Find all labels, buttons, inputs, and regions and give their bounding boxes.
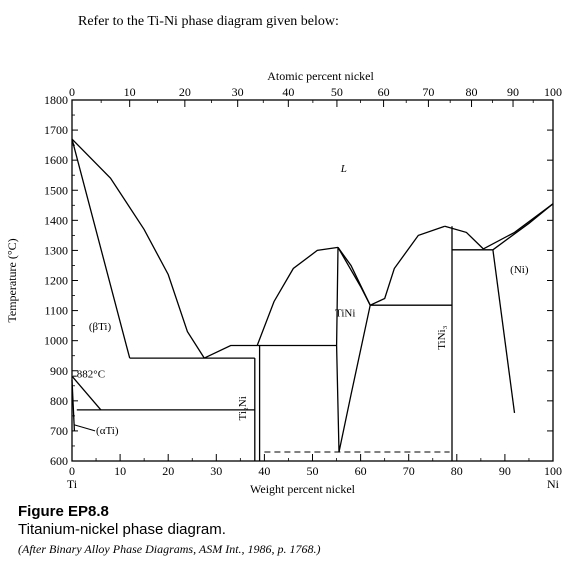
x-tick-label: 50 (307, 464, 319, 478)
label-liquid: L (340, 163, 347, 175)
x2-tick-label: 70 (422, 85, 434, 99)
y-tick-label: 1500 (44, 183, 68, 197)
x2-tick-label: 60 (378, 85, 390, 99)
phase-boundary-line (71, 379, 76, 431)
x-tick-label: 70 (403, 464, 415, 478)
phase-boundary-line (369, 225, 446, 306)
phase-boundary-line (71, 375, 102, 411)
x-tick-label: 60 (355, 464, 367, 478)
axis-ticks (71, 99, 554, 462)
x2-tick-label: 20 (179, 85, 191, 99)
x-tick-label: 0 (69, 464, 75, 478)
x-tick-label: 40 (258, 464, 270, 478)
phase-annotations: L (βTi) 882°C (αTi) (Ni) TiNi Ti₂Ni TiNi₃ (72, 163, 529, 437)
x2-tick-label: 100 (544, 85, 562, 99)
arrow-alpha-ti (74, 424, 96, 432)
label-alpha-ti: (αTi) (96, 425, 119, 437)
y-tick-label: 800 (50, 394, 68, 408)
label-tini3: TiNi₃ (436, 325, 448, 349)
y-axis-title: Temperature (°C) (5, 238, 19, 322)
x2-tick-label: 0 (69, 85, 75, 99)
y-tick-label: 1100 (44, 304, 68, 318)
y-tick-label: 1000 (44, 334, 68, 348)
phase-boundary-line (492, 249, 516, 413)
figure-title: Figure EP8.8 (18, 503, 109, 520)
x-tick-label: 100 (544, 464, 562, 478)
phase-boundary-line (482, 203, 554, 250)
plot-frame (71, 99, 554, 462)
x2-tick-label: 10 (124, 85, 136, 99)
phase-boundary-line (71, 138, 205, 359)
y-tick-label: 1600 (44, 153, 68, 167)
x2-tick-label: 90 (507, 85, 519, 99)
x-tick-label: 90 (499, 464, 511, 478)
phase-boundary-line (204, 344, 258, 359)
y-tick-label: 1200 (44, 274, 68, 288)
x2-tick-label: 40 (282, 85, 294, 99)
phase-boundary-line (337, 247, 371, 306)
phase-boundaries (71, 138, 554, 461)
x-axis-title: Weight percent nickel (250, 482, 356, 496)
phase-boundary-line (338, 305, 371, 453)
x2-axis-title: Atomic percent nickel (267, 69, 374, 83)
phase-boundary-line (335, 247, 340, 453)
phase-boundary-line (444, 225, 484, 250)
x2-tick-label: 80 (466, 85, 478, 99)
phase-boundary-line (256, 246, 339, 346)
label-beta-ti: (βTi) (89, 321, 112, 333)
y-tick-label: 900 (50, 364, 68, 378)
x-end-label-ti: Ti (67, 477, 78, 491)
label-tini: TiNi (335, 308, 355, 320)
x-tick-label: 30 (210, 464, 222, 478)
phase-boundary-line (492, 203, 554, 251)
x2-tick-label: 30 (232, 85, 244, 99)
x-tick-label: 10 (114, 464, 126, 478)
label-882c: 882°C (77, 369, 105, 381)
label-ti2ni: Ti₂Ni (237, 396, 249, 420)
y-tick-label: 1800 (44, 93, 68, 107)
figure-source: (After Binary Alloy Phase Diagrams, ASM … (18, 542, 321, 556)
phase-boundary-line (71, 138, 131, 359)
y-tick-label: 600 (50, 454, 68, 468)
x-tick-label: 80 (451, 464, 463, 478)
x-end-label-ni: Ni (547, 477, 560, 491)
figure-subtitle: Titanium-nickel phase diagram. (18, 521, 226, 538)
x2-tick-label: 50 (331, 85, 343, 99)
question-prompt: Refer to the Ti-Ni phase diagram given b… (78, 14, 339, 29)
ti-ni-phase-diagram: 6007008009001000110012001300140015001600… (5, 69, 562, 496)
plot-border (71, 99, 554, 462)
y-tick-label: 700 (50, 424, 68, 438)
y-tick-label: 1400 (44, 213, 68, 227)
y-tick-label: 1300 (44, 243, 68, 257)
x-tick-label: 20 (162, 464, 174, 478)
y-tick-label: 1700 (44, 123, 68, 137)
axis-labels: 6007008009001000110012001300140015001600… (5, 69, 562, 496)
label-ni-phase: (Ni) (510, 264, 529, 276)
